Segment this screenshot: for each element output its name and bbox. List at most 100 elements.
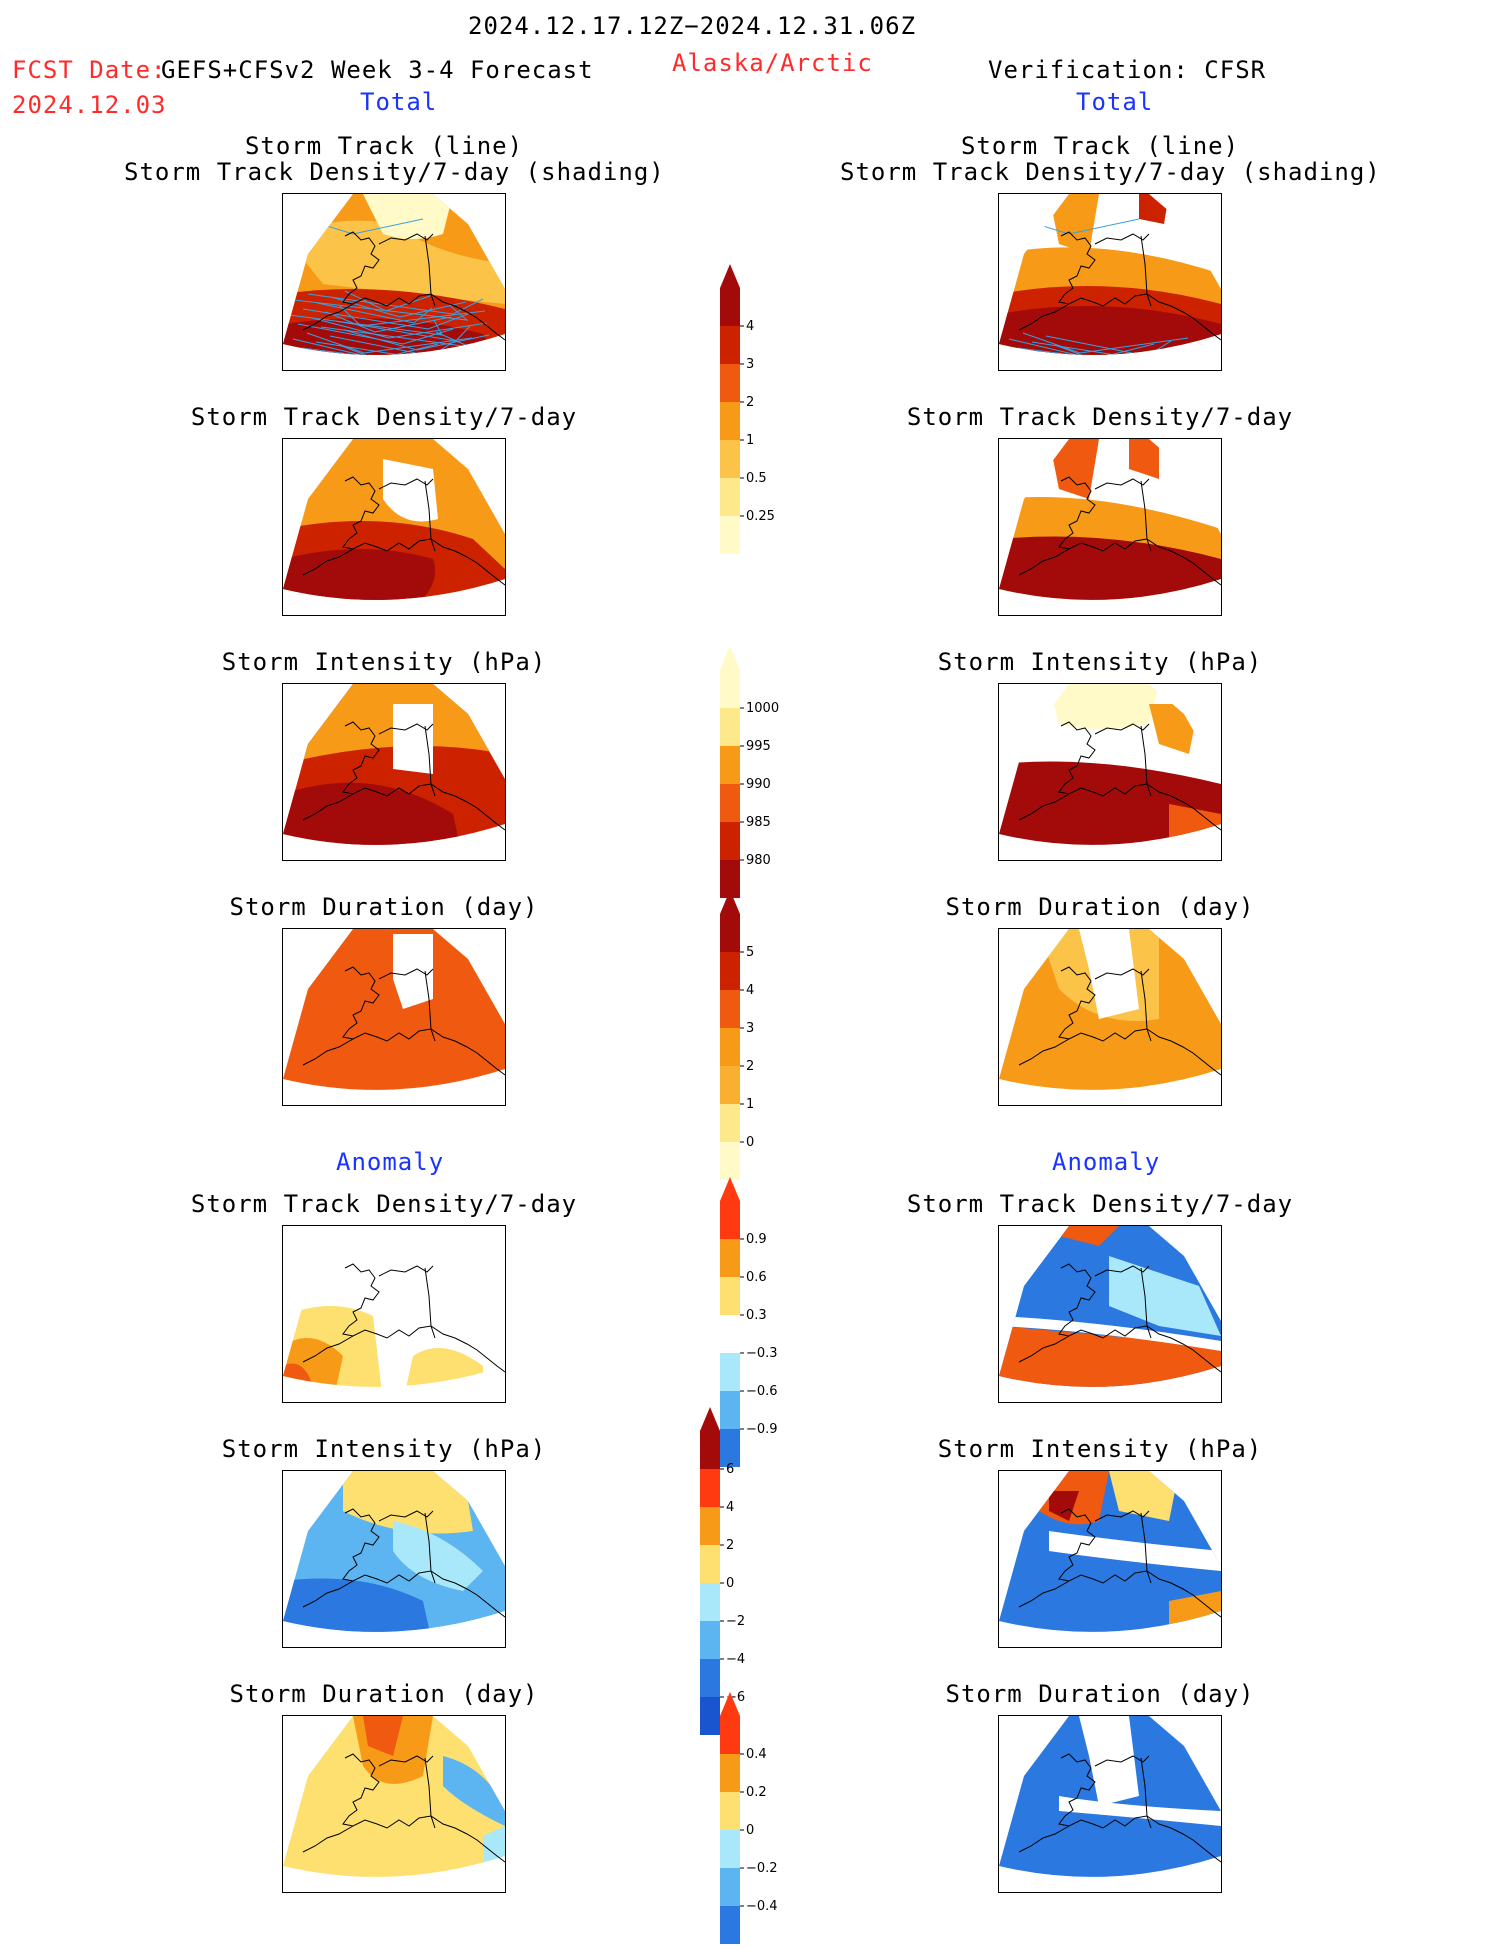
storm-track-line bbox=[1008, 338, 1155, 355]
colorbar-density-anomaly: 0.9 0.6 0.3 −0.3 −0.6 −0.9 bbox=[720, 1177, 800, 1471]
colorbar-tick-label: 3 bbox=[746, 357, 754, 372]
right-duration-map bbox=[998, 928, 1222, 1106]
aleutian-coast bbox=[302, 548, 354, 576]
colorbar-arrow-top bbox=[700, 1407, 720, 1431]
border-line bbox=[1140, 725, 1152, 797]
colorbar-tick-label: 4 bbox=[746, 983, 754, 998]
colorbar-arrow-top bbox=[720, 264, 740, 288]
verification-title: Verification: CFSR bbox=[988, 56, 1267, 84]
north-coast bbox=[378, 1510, 434, 1522]
storm-track-line bbox=[306, 332, 473, 354]
storm-track-line bbox=[1054, 344, 1191, 355]
border-line bbox=[424, 970, 436, 1042]
aleutian-coast bbox=[1018, 303, 1070, 331]
colorbar-segment bbox=[720, 1868, 740, 1906]
fill-orange-red bbox=[1049, 1226, 1119, 1246]
colorbar-tick-label: 0 bbox=[746, 1823, 754, 1838]
colorbar-tick-label: −0.2 bbox=[746, 1861, 778, 1876]
right-anom-intensity-map bbox=[998, 1470, 1222, 1648]
border-line bbox=[1140, 1267, 1152, 1339]
colorbar-tick-label: 1 bbox=[746, 433, 754, 448]
aleutian-coast bbox=[1018, 548, 1070, 576]
storm-track-line bbox=[292, 338, 439, 355]
colorbar-segment bbox=[700, 1545, 720, 1583]
colorbar-tick-label: 0 bbox=[726, 1576, 734, 1591]
colorbar-segment bbox=[720, 478, 740, 516]
left-anom-density-title: Storm Track Density/7-day bbox=[190, 1190, 578, 1218]
aleutian-coast bbox=[302, 1580, 354, 1608]
north-coast bbox=[1094, 233, 1150, 245]
colorbar-tick-label: 5 bbox=[746, 945, 754, 960]
colorbar-tick-label: 6 bbox=[726, 1462, 734, 1477]
fcst-date: 2024.12.03 bbox=[12, 91, 167, 119]
colorbar-tick-label: 0.3 bbox=[746, 1308, 767, 1323]
right-track-shading-title: Storm Track Density/7-day (shading) bbox=[840, 158, 1381, 186]
right-anom-intensity-title: Storm Intensity (hPa) bbox=[937, 1435, 1263, 1463]
fill-dark-red bbox=[283, 782, 463, 845]
border-line bbox=[1140, 480, 1152, 552]
north-coast bbox=[378, 478, 434, 490]
colorbar-segment bbox=[720, 784, 740, 822]
colorbar-segment bbox=[720, 1315, 740, 1353]
colorbar-segment bbox=[720, 746, 740, 784]
storm-track-line bbox=[344, 290, 431, 312]
colorbar-segment bbox=[720, 1906, 740, 1944]
left-anom-intensity-map bbox=[282, 1470, 506, 1648]
aleutian-coast bbox=[1018, 1038, 1070, 1066]
left-duration-map bbox=[282, 928, 506, 1106]
colorbar-segment bbox=[700, 1659, 720, 1697]
storm-track-line bbox=[288, 314, 443, 336]
colorbar-segment bbox=[720, 670, 740, 708]
colorbar-tick-label: 995 bbox=[746, 739, 771, 754]
fill-pale bbox=[1049, 684, 1159, 729]
colorbar-duration-total: 5 4 3 2 1 0 bbox=[720, 890, 800, 1184]
fill-orange-red bbox=[1129, 439, 1159, 479]
fill-white bbox=[383, 459, 438, 522]
border-line bbox=[1140, 235, 1152, 307]
colorbar-segment bbox=[720, 1429, 740, 1467]
colorbar-segment bbox=[720, 402, 740, 440]
colorbar-segment bbox=[720, 860, 740, 898]
colorbar-segment bbox=[720, 1201, 740, 1239]
storm-track-line bbox=[343, 329, 490, 351]
colorbar-tick-label: −0.9 bbox=[746, 1422, 778, 1437]
right-anom-duration-map bbox=[998, 1715, 1222, 1893]
anomaly-left-label: Anomaly bbox=[336, 1148, 445, 1176]
left-duration-title: Storm Duration (day) bbox=[229, 893, 539, 921]
colorbar-density-total: 4 3 2 1 0.5 0.25 bbox=[720, 264, 800, 558]
colorbar-arrow-top bbox=[720, 1177, 740, 1201]
colorbar-segment bbox=[700, 1469, 720, 1507]
border-line bbox=[424, 480, 436, 552]
right-density-title: Storm Track Density/7-day bbox=[906, 403, 1294, 431]
fill-white bbox=[1059, 1796, 1221, 1826]
colorbar-tick-label: 0.9 bbox=[746, 1232, 767, 1247]
border-line bbox=[1140, 1512, 1152, 1584]
colorbar-tick-label: 0.4 bbox=[746, 1747, 767, 1762]
colorbar-segment bbox=[720, 1830, 740, 1868]
colorbar-segment bbox=[720, 990, 740, 1028]
colorbar-segment bbox=[720, 364, 740, 402]
colorbar-segment bbox=[720, 1716, 740, 1754]
total-right-label: Total bbox=[1076, 88, 1154, 116]
fill-yellow bbox=[343, 1471, 473, 1534]
colorbar-tick-label: 1 bbox=[746, 1097, 754, 1112]
colorbar-segment bbox=[700, 1621, 720, 1659]
fill-orange-red bbox=[1049, 439, 1099, 499]
north-coast bbox=[1094, 1755, 1150, 1767]
storm-track-line bbox=[334, 320, 471, 342]
colorbar-tick-label: −4 bbox=[726, 1652, 745, 1667]
north-coast bbox=[378, 1755, 434, 1767]
left-intensity-title: Storm Intensity (hPa) bbox=[221, 648, 547, 676]
storm-track-line bbox=[1045, 335, 1172, 355]
colorbar-segment bbox=[700, 1507, 720, 1545]
colorbar-tick-label: 2 bbox=[746, 395, 754, 410]
colorbar-segment bbox=[720, 1391, 740, 1429]
anomaly-right-label: Anomaly bbox=[1052, 1148, 1161, 1176]
storm-track-line bbox=[311, 317, 488, 339]
storm-track-line bbox=[316, 302, 433, 324]
north-coast bbox=[1094, 968, 1150, 980]
aleutian-coast bbox=[302, 303, 354, 331]
storm-track-line bbox=[339, 305, 486, 327]
colorbar-duration-anomaly: 0.4 0.2 0 −0.2 −0.4 bbox=[720, 1692, 800, 1948]
left-density-title: Storm Track Density/7-day bbox=[190, 403, 578, 431]
